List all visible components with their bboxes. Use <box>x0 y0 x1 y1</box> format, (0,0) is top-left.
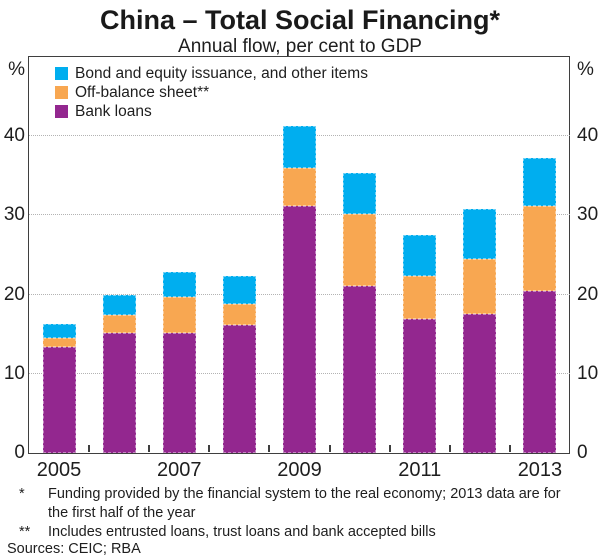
x-axis-year-label: 2011 <box>398 459 442 481</box>
legend-swatch-icon <box>55 105 68 118</box>
left-axis-tick-label: 10 <box>3 362 25 384</box>
bar-segment-2009 <box>283 167 316 206</box>
bar-segment-2005 <box>42 346 76 453</box>
sources-line: Sources: CEIC; RBA <box>7 541 141 557</box>
bar-segment-2011 <box>403 319 437 453</box>
right-axis-tick-label: 40 <box>577 125 599 147</box>
legend-swatch-icon <box>55 67 68 80</box>
bar-segment-2007 <box>162 333 196 453</box>
right-axis-tick-label: 10 <box>577 362 599 384</box>
footnote-2: ** Includes entrusted loans, trust loans… <box>19 523 575 542</box>
x-axis-tick <box>328 445 331 452</box>
left-axis-tick-label: 20 <box>3 283 25 305</box>
bar-segment-2009 <box>283 125 316 168</box>
x-axis-year-label: 2013 <box>517 459 563 481</box>
footnotes: * Funding provided by the financial syst… <box>19 485 575 542</box>
x-axis-year-label: 2007 <box>157 459 202 481</box>
bar-segment-2006 <box>102 315 136 334</box>
chart-title: China – Total Social Financing* <box>99 5 501 35</box>
bar-segment-2008 <box>222 275 256 305</box>
bar-segment-2012 <box>463 209 497 259</box>
bar-segment-2011 <box>403 275 437 320</box>
bar-segment-2013 <box>523 290 557 453</box>
bar-segment-2013 <box>523 205 557 291</box>
footnote-text: Includes entrusted loans, trust loans an… <box>48 524 436 540</box>
bar-segment-2006 <box>102 294 136 316</box>
left-axis-tick-label: 0 <box>14 442 25 463</box>
right-axis-unit: % <box>577 59 594 80</box>
bar-segment-2010 <box>343 172 377 214</box>
right-axis-tick-label: 30 <box>577 204 599 226</box>
legend-swatch-icon <box>55 86 68 99</box>
bar-segment-2007 <box>162 296 196 334</box>
bar-segment-2006 <box>102 333 136 453</box>
footnote-marker: * <box>19 486 25 502</box>
bar-segment-2012 <box>463 258 497 314</box>
x-axis-tick <box>208 445 211 452</box>
x-axis-year-label: 2005 <box>36 459 82 481</box>
bar-segment-2005 <box>42 338 76 347</box>
x-axis-tick <box>268 445 271 452</box>
legend-item-bank-loans: Bank loans <box>55 102 368 121</box>
x-axis-tick <box>508 445 511 452</box>
bar-segment-2010 <box>343 285 377 453</box>
bar-segment-2011 <box>403 235 437 276</box>
bar-segment-2012 <box>463 313 497 453</box>
left-axis-tick-label: 40 <box>3 125 25 147</box>
x-axis-year-label: 2009 <box>277 459 322 481</box>
left-axis-tick-label: 30 <box>3 204 25 226</box>
bar-segment-2010 <box>343 213 377 286</box>
x-axis-tick <box>448 445 451 452</box>
plot-area <box>28 56 570 454</box>
bar-segment-2007 <box>162 271 196 297</box>
x-axis-tick <box>88 445 91 452</box>
legend-item-bond-equity-other: Bond and equity issuance, and other item… <box>55 64 368 83</box>
legend-label: Bond and equity issuance, and other item… <box>75 64 368 82</box>
left-axis-unit: % <box>8 59 25 80</box>
x-axis-tick <box>148 445 151 452</box>
right-axis-tick-label: 20 <box>577 283 599 305</box>
legend-item-off-balance-sheet: Off-balance sheet** <box>55 83 368 102</box>
footnote-marker: ** <box>19 524 31 540</box>
bar-segment-2013 <box>523 158 557 206</box>
bar-segment-2005 <box>42 323 76 339</box>
right-axis-tick-label: 0 <box>577 442 588 463</box>
bar-segment-2008 <box>222 304 256 325</box>
x-axis-tick <box>388 445 391 452</box>
bar-segment-2008 <box>222 324 256 453</box>
chart-subtitle: Annual flow, per cent to GDP <box>178 36 422 57</box>
legend-label: Bank loans <box>75 102 152 120</box>
bar-segment-2009 <box>283 205 316 453</box>
footnote-1: * Funding provided by the financial syst… <box>19 485 575 523</box>
chart-legend: Bond and equity issuance, and other item… <box>55 64 368 121</box>
footnote-text: Funding provided by the financial system… <box>48 486 561 521</box>
legend-label: Off-balance sheet** <box>75 83 210 101</box>
